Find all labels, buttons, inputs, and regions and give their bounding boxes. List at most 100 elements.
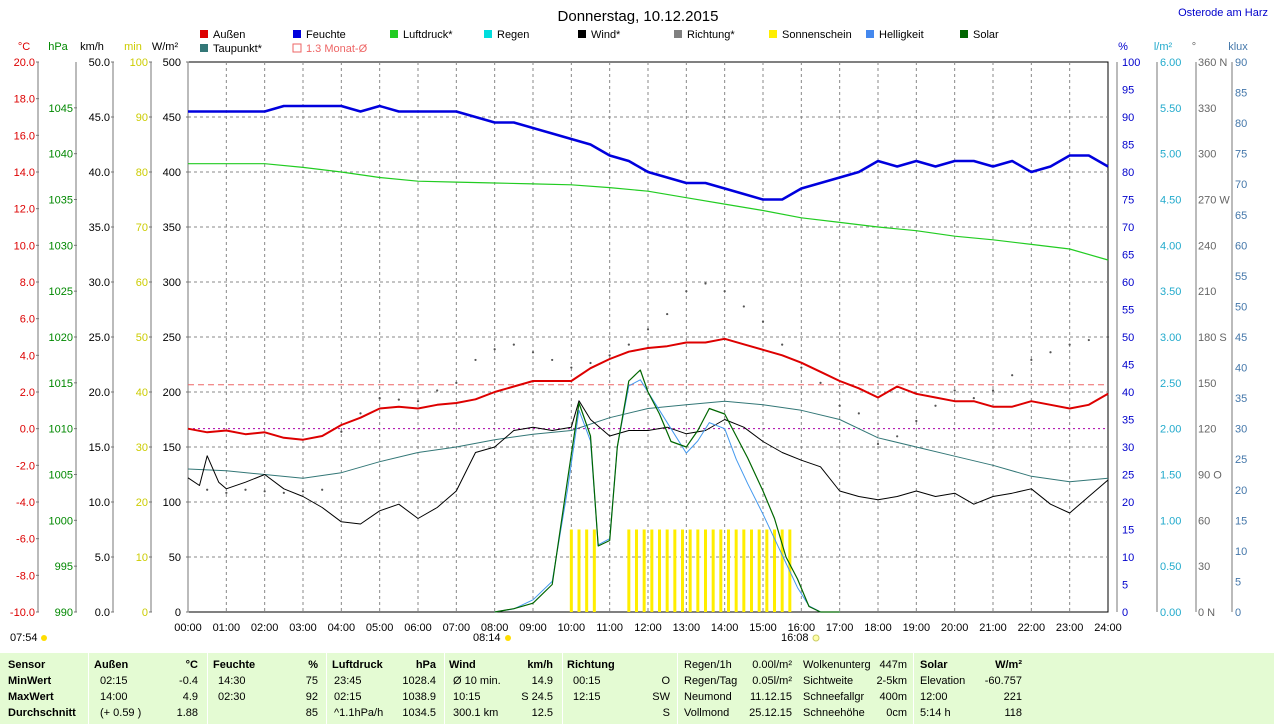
axis-tick-lux: 5 — [1235, 576, 1241, 588]
axis-tick-humidity: 60 — [1122, 277, 1134, 289]
axis-tick-solar: 150 — [163, 442, 181, 454]
axis-tick-temp: -2.0 — [16, 460, 35, 472]
stats-wind-value: 12.5 — [531, 707, 553, 719]
series-line — [187, 337, 1109, 441]
axis-tick-sunmin: 30 — [136, 442, 148, 454]
axis-tick-humidity: 45 — [1122, 360, 1134, 372]
direction-point — [493, 348, 496, 351]
axis-tick-lux: 90 — [1235, 57, 1247, 69]
stats-solar-value: 118 — [1004, 707, 1022, 719]
axis-tick-humidity: 85 — [1122, 140, 1134, 152]
axis-tick-direction: 270 W — [1198, 195, 1230, 207]
stats-row-label: MaxWert — [8, 691, 54, 703]
axis-unit-sunmin: min — [124, 41, 142, 53]
stats-header-aussen-unit: °C — [185, 659, 198, 671]
stats-druck-value: 1028.4 — [402, 675, 436, 687]
axis-tick-solar: 200 — [163, 387, 181, 399]
time-tick-label: 17:00 — [826, 622, 854, 634]
sunshine-bar — [711, 529, 715, 612]
axis-tick-humidity: 40 — [1122, 387, 1134, 399]
stats-feuchte-time: 02:30 — [218, 691, 246, 703]
legend-swatch — [674, 30, 682, 38]
axis-tick-solar: 300 — [163, 277, 181, 289]
axis-tick-direction: 210 — [1198, 286, 1216, 298]
axis-tick-direction: 330 — [1198, 103, 1216, 115]
legend-label: Taupunkt* — [213, 43, 263, 55]
axis-tick-pressure: 1000 — [49, 515, 73, 527]
time-tick-label: 23:00 — [1056, 622, 1084, 634]
direction-point — [857, 412, 860, 415]
axis-tick-temp: 16.0 — [14, 130, 35, 142]
series-luftdruck- — [188, 163, 1109, 261]
direction-point — [206, 488, 209, 491]
time-tick-label: 08:00 — [481, 622, 509, 634]
sunshine-bar — [704, 529, 707, 612]
time-tick-label: 00:00 — [174, 622, 202, 634]
axis-tick-sunmin: 0 — [142, 607, 148, 619]
axis-tick-humidity: 20 — [1122, 497, 1134, 509]
stats-misc-value2: 0cm — [886, 707, 907, 719]
axis-tick-lux: 10 — [1235, 546, 1247, 558]
axis-tick-temp: 14.0 — [14, 167, 35, 179]
time-tick-label: 22:00 — [1018, 622, 1046, 634]
stats-wind-time: 300.1 km — [453, 707, 499, 719]
direction-point — [1087, 338, 1090, 342]
direction-point — [742, 305, 745, 308]
stats-wind-value: S 24.5 — [521, 691, 553, 703]
sunset-label: 16:08 — [781, 632, 809, 644]
axis-unit-lux: klux — [1228, 41, 1248, 53]
axis-tick-temp: 8.0 — [20, 277, 35, 289]
direction-point — [531, 351, 535, 354]
axis-tick-solar: 450 — [163, 112, 181, 124]
axis-tick-pressure: 1020 — [49, 332, 73, 344]
axis-unit-rain: l/m² — [1154, 41, 1173, 53]
stats-header-sensor: Sensor — [8, 659, 46, 671]
direction-point — [1049, 351, 1052, 354]
direction-point — [512, 343, 515, 346]
stats-separator — [677, 653, 678, 724]
axis-tick-lux: 45 — [1235, 332, 1247, 344]
axis-tick-humidity: 65 — [1122, 250, 1134, 262]
axis-tick-solar: 100 — [163, 497, 181, 509]
direction-point — [282, 491, 285, 494]
axis-tick-pressure: 990 — [55, 607, 73, 619]
stats-header-luftdruck-unit: hPa — [415, 659, 436, 671]
sunshine-bar — [627, 529, 631, 612]
axis-tick-temp: 12.0 — [14, 204, 35, 216]
axis-tick-pressure: 1005 — [49, 470, 73, 482]
stats-misc-label: Vollmond — [684, 707, 730, 719]
axis-tick-direction: 0 N — [1198, 607, 1215, 619]
sunshine-bar — [665, 529, 669, 612]
axis-tick-sunmin: 20 — [136, 497, 148, 509]
direction-point — [819, 381, 822, 384]
sunshine-bar — [773, 529, 776, 612]
direction-point — [570, 366, 573, 369]
stats-solar-label: Elevation — [920, 675, 966, 687]
axis-unit-humidity: % — [1118, 41, 1128, 53]
axis-tick-direction: 60 — [1198, 515, 1210, 527]
time-tick-label: 21:00 — [979, 622, 1007, 634]
direction-point — [685, 290, 688, 293]
sunshine-bar — [673, 529, 677, 612]
axis-tick-pressure: 995 — [55, 561, 73, 573]
direction-point — [915, 419, 918, 423]
axis-tick-wind: 0.0 — [95, 607, 110, 619]
axis-unit-temp: °C — [18, 41, 30, 53]
direction-point — [608, 354, 611, 357]
axis-tick-temp: -10.0 — [10, 607, 35, 619]
axis-tick-rain: 5.50 — [1160, 103, 1181, 115]
legend-label: Regen — [497, 29, 529, 41]
axis-tick-temp: 10.0 — [14, 240, 35, 252]
chart-title: Donnerstag, 10.12.2015 — [558, 8, 719, 25]
stats-solar-value: -60.757 — [984, 675, 1022, 687]
axis-tick-sunmin: 100 — [130, 57, 148, 69]
direction-point — [800, 366, 803, 369]
stats-feuchte-value: 92 — [305, 691, 318, 703]
axis-tick-humidity: 0 — [1122, 607, 1128, 619]
direction-point — [263, 490, 266, 493]
axis-tick-rain: 1.50 — [1160, 470, 1181, 482]
time-tick-label: 09:00 — [519, 622, 547, 634]
stats-aussen-value: 1.88 — [176, 707, 198, 719]
sunshine-bar — [765, 529, 769, 612]
axis-tick-humidity: 10 — [1122, 552, 1134, 564]
